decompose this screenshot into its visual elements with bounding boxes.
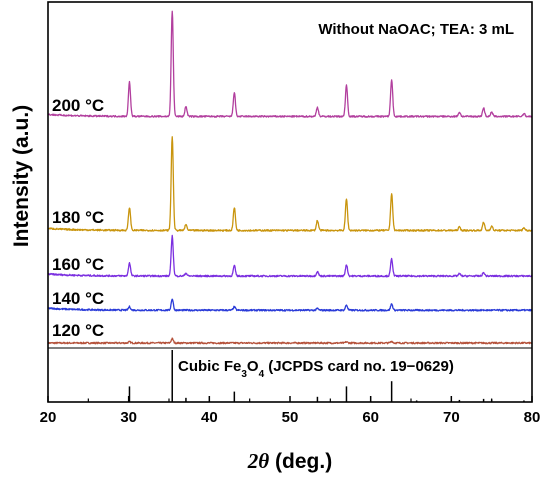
x-tick-label: 60 xyxy=(362,409,379,426)
chart-title: Without NaOAC; TEA: 3 mL xyxy=(318,21,514,38)
series-label: 200 °C xyxy=(52,96,104,115)
y-axis-label: Intensity (a.u.) xyxy=(10,105,33,247)
series-line xyxy=(47,234,533,278)
x-axis-label-symbol: 2θ xyxy=(247,449,270,473)
reference-label-suffix: (JCPDS card no. 19−0629) xyxy=(264,358,454,375)
x-axis-ticks: 20 30 40 50 60 70 80 xyxy=(40,396,541,426)
plot-frame xyxy=(47,1,533,403)
reference-label-sub1: 3 xyxy=(241,369,247,380)
reference-label-sub2: 4 xyxy=(259,369,265,380)
x-tick-label: 20 xyxy=(40,409,57,426)
x-tick-label: 50 xyxy=(282,409,299,426)
reference-label-prefix: Cubic Fe xyxy=(178,358,241,375)
x-tick-label: 70 xyxy=(443,409,460,426)
reference-label-mid: O xyxy=(247,358,259,375)
series-line xyxy=(47,136,533,232)
series-line xyxy=(47,337,533,345)
series-label: 160 °C xyxy=(52,255,104,274)
reference-label: Cubic Fe3O4 (JCPDS card no. 19−0629) xyxy=(178,358,454,380)
series-label: 120 °C xyxy=(52,321,104,340)
x-axis-label-unit: (deg.) xyxy=(269,450,332,473)
series-line xyxy=(47,298,533,312)
x-tick-label: 40 xyxy=(201,409,218,426)
x-axis-label: 2θ (deg.) xyxy=(247,449,332,473)
series-line xyxy=(47,10,533,118)
x-tick-label: 30 xyxy=(120,409,137,426)
series-labels: 120 °C 140 °C 160 °C 180 °C 200 °C xyxy=(52,96,104,340)
x-tick-label: 80 xyxy=(524,409,541,426)
series-label: 140 °C xyxy=(52,289,104,308)
series-label: 180 °C xyxy=(52,208,104,227)
xrd-traces xyxy=(47,10,533,345)
